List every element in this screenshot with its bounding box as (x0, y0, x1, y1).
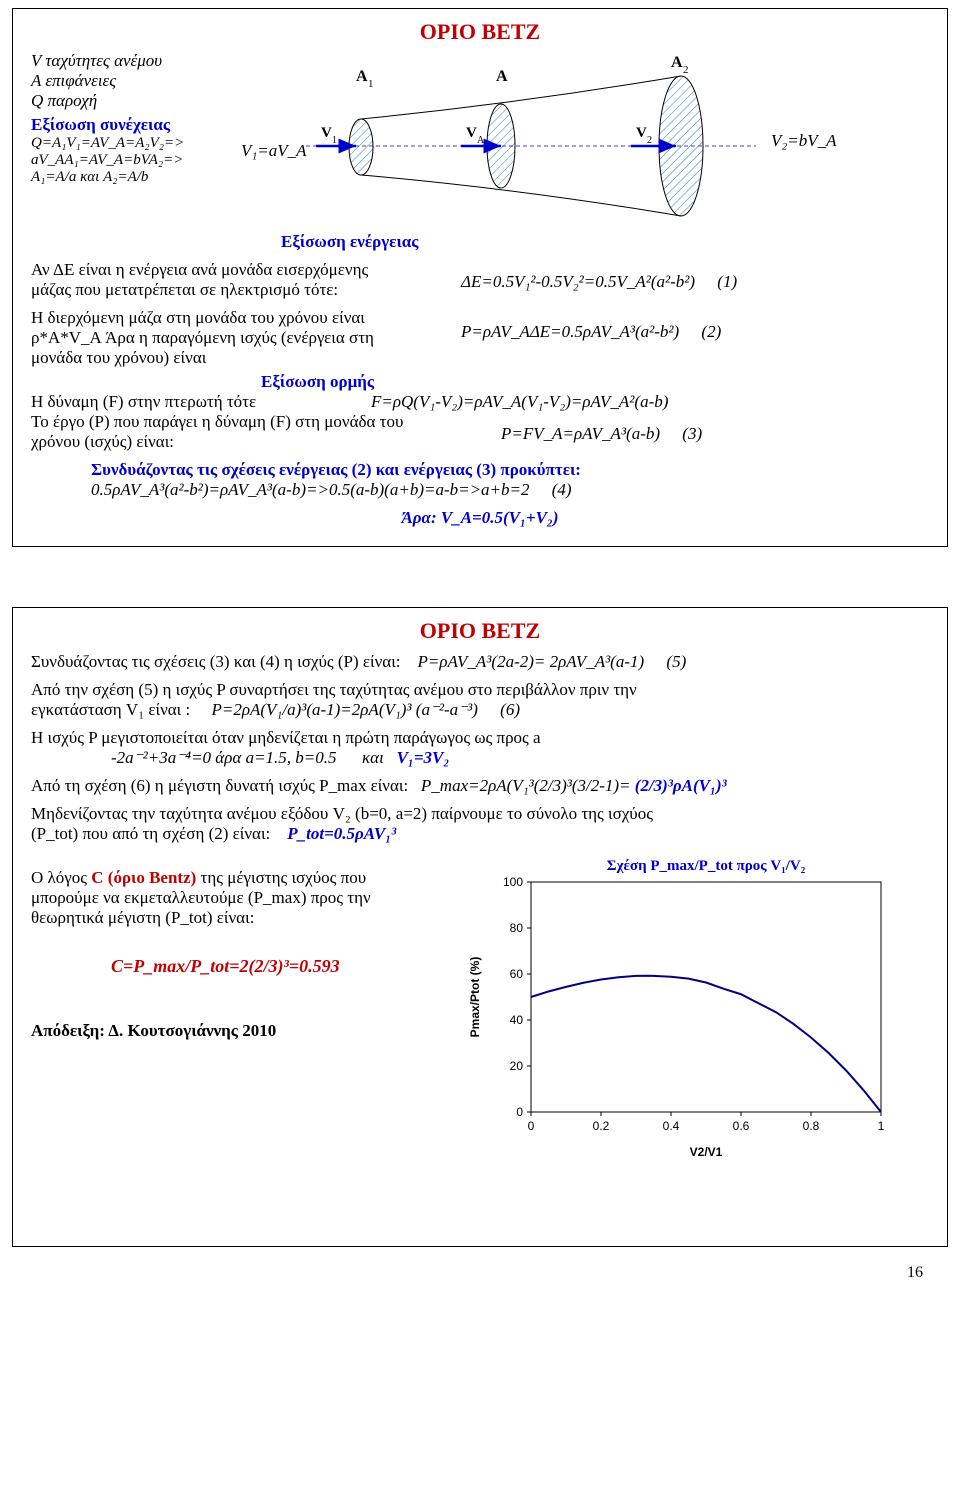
svg-text:Σχέση P_max/P_tot προς V₁/V₂: Σχέση P_max/P_tot προς V₁/V₂ (607, 858, 806, 874)
svg-text:2: 2 (683, 64, 689, 76)
C-eq: C=P_max/P_tot=2(2/3)³=0.593 (111, 956, 461, 977)
energy-txt-1: Αν ΔΕ είναι η ενέργεια ανά μονάδα εισερχ… (31, 260, 461, 280)
slide-betz-2: ΟΡΙΟ BETZ Συνδυάζοντας τις σχέσεις (3) κ… (12, 607, 948, 1247)
s2-l1eqn: (5) (666, 652, 686, 672)
ratio-l1: Ο λόγος (31, 868, 91, 887)
flow-diagram: A1 A A2 V1 (301, 51, 771, 246)
ratio-l3: θεωρητικά μέγιστη (P_tot) είναι: (31, 908, 461, 928)
force-txt: Η δύναμη (F) στην πτερωτή τότε (31, 392, 331, 412)
svg-text:1: 1 (332, 135, 337, 146)
s2-l2b: εγκατάσταση V₁ είναι : (31, 700, 190, 719)
s2-l2a: Από την σχέση (5) η ισχύς P συναρτήσει τ… (31, 680, 929, 700)
svg-text:100: 100 (503, 875, 523, 889)
proof: Απόδειξη: Δ. Κουτσογιάννης 2010 (31, 1021, 461, 1041)
mass-eq: P=ρAV_AΔE=0.5ρAV_A³(a²-b²) (461, 322, 679, 341)
work-l1: Το έργο (P) που παράγει η δύναμη (F) στη… (31, 412, 501, 432)
svg-text:40: 40 (510, 1013, 524, 1027)
s2-l5eq: P_tot=0.5ρAV₁³ (287, 824, 396, 843)
s2-l3eq2: V₁=3V₂ (397, 748, 450, 767)
svg-text:Pmax/Ptot (%): Pmax/Ptot (%) (468, 957, 482, 1038)
work-eqn: (3) (682, 424, 702, 444)
s2-l3a: Η ισχύς P μεγιστοποιείται όταν μηδενίζετ… (31, 728, 929, 748)
mass-l1: Η διερχόμενη μάζα στη μονάδα του χρόνου … (31, 308, 461, 328)
work-l2: χρόνου (ισχύς) είναι: (31, 432, 501, 452)
page-number: 16 (907, 1264, 923, 1282)
energy-eqn: (1) (717, 272, 737, 292)
def-V: V ταχύτητες ανέμου (31, 51, 241, 71)
s2-l2eqn: (6) (500, 700, 520, 720)
svg-text:V: V (466, 125, 477, 141)
mass-l3: μονάδα του χρόνου) είναι (31, 348, 461, 368)
svg-text:V2/V1: V2/V1 (690, 1145, 723, 1159)
svg-text:A: A (356, 68, 368, 85)
s2-l4eq: P_max=2ρA(V₁³(2/3)³(3/2-1)= (421, 776, 635, 795)
svg-text:0.6: 0.6 (733, 1119, 750, 1133)
force-eq: F=ρQ(V₁-V₂)=ρAV_A(V₁-V₂)=ρAV_A²(a-b) (331, 392, 668, 412)
svg-text:20: 20 (510, 1059, 524, 1073)
svg-text:A: A (671, 54, 683, 71)
s2-l5a: Μηδενίζοντας την ταχύτητα ανέμου εξόδου … (31, 804, 929, 824)
s2-l5b: (P_tot) που από τη σχέση (2) είναι: (31, 824, 270, 843)
svg-text:60: 60 (510, 967, 524, 981)
svg-text:A: A (477, 135, 485, 146)
svg-text:2: 2 (647, 135, 652, 146)
v1-ava: V₁=aV_A (241, 51, 301, 161)
momentum-label: Εξίσωση ορμής (261, 372, 929, 392)
v2-bva: V₂=bV_A (771, 51, 841, 151)
ratio-l1b: της μέγιστης ισχύος που (201, 868, 367, 887)
s2-l1a: Συνδυάζοντας τις σχέσεις (3) και (4) η ι… (31, 652, 400, 671)
ratio-C: C (όριο Bentz) (91, 868, 196, 887)
continuity-label: Εξίσωση συνέχειας (31, 115, 241, 135)
work-eq: P=FV_A=ρAV_A³(a-b) (501, 424, 660, 443)
svg-text:V: V (636, 125, 647, 141)
svg-text:1: 1 (878, 1119, 885, 1133)
cont-l3: A₁=A/a και A₂=A/b (31, 169, 241, 186)
svg-text:0.4: 0.4 (663, 1119, 680, 1133)
s2-l1eq: P=ρAV_A³(2a-2)= 2ρAV_A³(a-1) (417, 652, 644, 671)
svg-text:0: 0 (516, 1105, 523, 1119)
ratio-l2: μπορούμε να εκμεταλλευτούμε (P_max) προς… (31, 888, 461, 908)
svg-text:0.8: 0.8 (803, 1119, 820, 1133)
s2-l2eq: P=2ρA(V₁/a)³(a-1)=2ρA(V₁)³ (a⁻²-a⁻³) (211, 700, 477, 719)
energy-txt-2: μάζας που μετατρέπεται σε ηλεκτρισμό τότ… (31, 280, 461, 300)
svg-text:A: A (496, 68, 508, 85)
slide1-title: ΟΡΙΟ BETZ (31, 19, 929, 45)
mass-l2: ρ*A*V_A Άρα η παραγόμενη ισχύς (ενέργεια… (31, 328, 461, 348)
ara: Άρα: V_A=0.5(V₁+V₂) (31, 508, 929, 528)
svg-text:V: V (321, 125, 332, 141)
combine-txt: Συνδυάζοντας τις σχέσεις ενέργειας (2) κ… (91, 460, 929, 480)
mass-eqn: (2) (701, 322, 721, 342)
svg-text:0: 0 (528, 1119, 535, 1133)
def-Q: Q παροχή (31, 91, 241, 111)
energy-eq: ΔE=0.5V₁²-0.5V₂²=0.5V_A²(a²-b²) (461, 272, 695, 291)
svg-text:1: 1 (368, 78, 374, 90)
slide-betz-1: ΟΡΙΟ BETZ V ταχύτητες ανέμου A επιφάνειε… (12, 8, 948, 547)
combine-eq: 0.5ρAV_A³(a²-b²)=ρAV_A³(a-b)=>0.5(a-b)(a… (91, 480, 530, 499)
s2-l4eqb: (2/3)³ρA(V₁)³ (635, 776, 727, 795)
svg-text:80: 80 (510, 921, 524, 935)
slide2-title: ΟΡΙΟ BETZ (31, 618, 929, 644)
svg-text:0.2: 0.2 (593, 1119, 610, 1133)
cont-l1: Q=A₁V₁=AV_A=A₂V₂=> (31, 135, 241, 152)
cont-l2: aV_AA₁=AV_A=bVA₂=> (31, 152, 241, 169)
pmax-ptot-chart: Σχέση P_max/P_tot προς V₁/V₂020406080100… (461, 852, 901, 1167)
combine-eqn: (4) (552, 480, 572, 500)
s2-l3eq1: -2a⁻²+3a⁻⁴=0 άρα a=1.5, b=0.5 (111, 748, 337, 767)
s2-l3kai: και (362, 748, 384, 767)
s2-l4a: Από τη σχέση (6) η μέγιστη δυνατή ισχύς … (31, 776, 408, 795)
def-A: A επιφάνειες (31, 71, 241, 91)
